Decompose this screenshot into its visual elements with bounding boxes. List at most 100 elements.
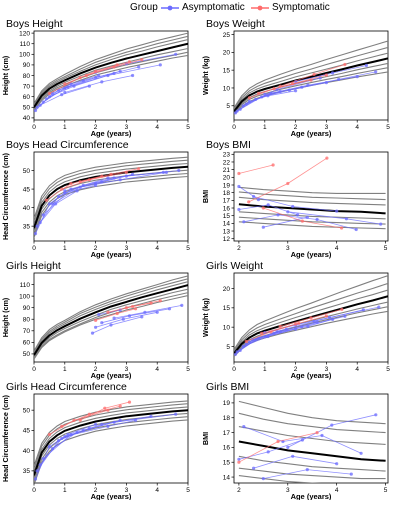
reference-median-curve [234, 295, 388, 355]
asymptomatic-point [291, 454, 295, 458]
asymptomatic-point [106, 176, 110, 180]
asymptomatic-point [234, 352, 238, 356]
asymptomatic-point [121, 317, 125, 321]
y-tick-label: 25 [223, 32, 231, 39]
symptomatic-point [106, 310, 110, 314]
reference-curve [234, 282, 388, 352]
y-tick-label: 10 [223, 324, 231, 331]
reference-curve [238, 455, 386, 472]
symptomatic-point [244, 339, 248, 344]
x-tick-label: 1 [263, 366, 267, 373]
y-tick-label: 14 [223, 221, 231, 228]
reference-median-curve [34, 409, 188, 476]
x-tick-label: 3 [125, 487, 129, 494]
panel-girls-weight: Girls Weight 0 1 2 3 4 5 5 10 15 20 Age (years) Weig… [201, 260, 390, 380]
y-tick-label: 15 [223, 305, 231, 312]
symptomatic-point [247, 200, 251, 204]
asymptomatic-point [34, 232, 38, 236]
y-tick-label: 100 [19, 52, 30, 59]
asymptomatic-point [177, 168, 181, 173]
x-axis-label: Age (years) [291, 492, 332, 500]
plot-area [237, 156, 386, 232]
symptomatic-point [260, 331, 264, 335]
y-tick-label: 70 [23, 328, 31, 335]
y-tick-label: 80 [23, 317, 31, 324]
y-tick-label: 110 [20, 41, 31, 48]
reference-curve [34, 38, 188, 107]
asymptomatic-point [90, 331, 95, 335]
x-tick-label: 3 [325, 124, 329, 131]
reference-curve [234, 46, 388, 110]
reference-curve [238, 475, 322, 483]
symptomatic-trajectory [238, 432, 318, 463]
x-tick-label: 5 [186, 487, 190, 494]
asymptomatic-trajectory [49, 64, 161, 98]
y-tick-label: 20 [223, 175, 231, 182]
asymptomatic-trajectory [52, 413, 176, 449]
y-tick-label: 110 [20, 282, 31, 289]
x-axis-label: Age (years) [291, 371, 332, 380]
asymptomatic-point [343, 314, 347, 318]
plot-frame [233, 151, 389, 242]
reference-curve [34, 156, 188, 219]
y-tick-label: 45 [23, 428, 31, 435]
x-tick-label: 1 [63, 245, 67, 252]
asymptomatic-point [300, 85, 304, 89]
asymptomatic-trajectory [252, 319, 333, 340]
asymptomatic-point [112, 316, 116, 320]
y-tick-label: 18 [223, 415, 231, 422]
x-tick-label: 2 [237, 487, 241, 494]
asymptomatic-point [335, 209, 339, 213]
x-tick-label: 2 [237, 245, 241, 252]
x-axis-label: Age (years) [91, 371, 132, 380]
y-tick-label: 40 [23, 115, 31, 122]
asymptomatic-point [335, 462, 339, 466]
legend: Group Asymptomatic Symptomatic [0, 0, 400, 16]
asymptomatic-point [47, 445, 52, 449]
y-tick-label: 17 [223, 198, 231, 205]
asymptomatic-point [41, 213, 45, 217]
y-tick-label: 15 [223, 67, 231, 74]
asymptomatic-point [54, 202, 58, 206]
plot-area [34, 32, 188, 113]
symptomatic-point [124, 306, 128, 310]
y-tick-label: 40 [23, 205, 31, 212]
y-axis-label: BMI [201, 432, 210, 445]
symptomatic-point [340, 307, 344, 311]
asymptomatic-point [305, 468, 309, 472]
reference-curve [238, 400, 386, 425]
x-tick-label: 0 [232, 124, 236, 131]
y-tick-label: 50 [23, 105, 31, 112]
asymptomatic-point [124, 174, 128, 178]
x-tick-label: 2 [94, 487, 98, 494]
asymptomatic-trajectory [253, 455, 337, 469]
symptomatic-point [44, 198, 48, 202]
asymptomatic-point [247, 340, 251, 344]
symptomatic-point [237, 460, 241, 464]
asymptomatic-point [50, 202, 55, 206]
y-tick-label: 90 [23, 305, 31, 312]
asymptomatic-point [118, 178, 122, 182]
panel-boys-weight: Boys Weight 0 1 2 3 4 5 5 10 15 20 25 Age (years) Wei… [201, 18, 390, 138]
asymptomatic-point [94, 181, 98, 186]
plot-area [234, 40, 388, 115]
reference-curve [34, 419, 188, 483]
y-tick-label: 60 [23, 340, 31, 347]
symptomatic-point [257, 91, 261, 95]
asymptomatic-point [379, 222, 383, 226]
y-tick-label: 14 [223, 474, 231, 481]
symptomatic-point [309, 316, 313, 320]
asymptomatic-point [252, 466, 256, 470]
symptomatic-point [47, 432, 52, 437]
panel-title: Girls Height [6, 260, 61, 272]
asymptomatic-point [354, 227, 358, 232]
x-axis-label: Age (years) [291, 250, 332, 259]
asymptomatic-trajectory [263, 216, 308, 228]
asymptomatic-point [327, 315, 332, 320]
symptomatic-point [134, 307, 138, 311]
y-tick-label: 90 [23, 62, 31, 69]
x-tick-label: 1 [63, 366, 67, 373]
asymptomatic-point [331, 317, 335, 321]
